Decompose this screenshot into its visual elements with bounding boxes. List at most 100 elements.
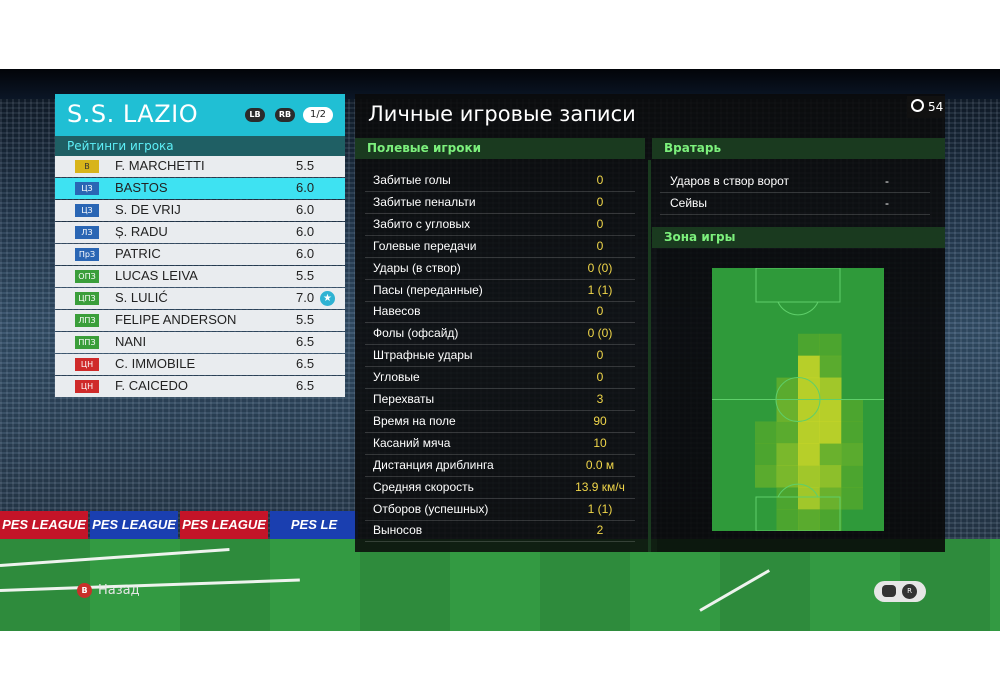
position-badge: ППЗ [75,336,99,349]
match-records-panel: Личные игровые записи 54 Полевые игроки … [355,94,945,552]
stat-label: Ударов в створ ворот [670,174,790,188]
position-badge: ЦЗ [75,204,99,217]
heatmap-cell [841,443,863,466]
lb-button-icon[interactable]: LB [245,108,265,122]
stat-label: Дистанция дриблинга [373,457,494,472]
player-row[interactable]: ПрЗ PATRIC 6.0 [55,244,345,265]
player-row[interactable]: ЛЗ Ș. RADU 6.0 [55,222,345,243]
heatmap-cell [798,333,820,357]
stat-value: 3 [596,392,604,406]
gk-stat-row: Сейвы - [660,193,930,215]
stat-label: Забитые пенальти [373,194,476,209]
player-name: PATRIC [115,246,161,261]
play-zone-header: Зона игры [652,227,945,248]
stat-value: 0 [596,348,604,363]
rb-button-icon[interactable]: RB [275,108,295,122]
ad-board: PES LEAGUE [180,511,268,539]
heatmap-cell [798,377,820,400]
player-rating: 5.5 [296,312,315,327]
heatmap-cell [819,377,842,400]
stat-row: Забитые пенальти 0 [365,192,635,214]
stat-value: 0 [596,173,604,187]
stat-value: 1 (1) [587,282,613,297]
stat-value: 1 (1) [587,501,613,516]
pitch-line [0,578,300,592]
page-indicator: 1/2 [303,107,333,123]
player-row[interactable]: ЦН F. CAICEDO 6.5 [55,376,345,397]
player-name: FELIPE ANDERSON [115,312,237,327]
gk-stat-row: Ударов в створ ворот - [660,171,930,193]
heatmap-cell [776,421,799,444]
ad-boards: PES LEAGUE PES LEAGUE PES LEAGUE PES LE [0,511,360,541]
stat-row: Удары (в створ) 0 (0) [365,258,635,280]
heatmap-cell [841,399,863,422]
heatmap-cell [798,465,820,488]
chat-rs-button[interactable]: R [874,581,926,602]
heatmap-cell [841,421,863,444]
player-rating: 6.0 [296,224,315,239]
stat-value: 10 [593,435,607,450]
stat-label: Штрафные удары [373,348,473,363]
heatmap-cell [755,465,777,488]
stat-label: Средняя скорость [373,479,474,494]
timer: 54 [907,96,945,118]
back-label: Назад [98,583,140,598]
heatmap-cell [841,487,863,510]
heatmap-cell [776,399,799,422]
pitch [0,539,1000,631]
pitch-line [0,547,230,567]
b-button-icon: B [77,583,92,598]
outfield-header: Полевые игроки [355,138,645,159]
player-rating: 7.0 [296,290,315,305]
stat-value: 0.0 м [585,457,615,472]
stat-value: 13.9 км/ч [575,479,625,494]
timer-value: 54 [928,100,944,114]
stat-row: Касаний мяча 10 [365,433,635,455]
penalty-box-bottom [755,496,841,531]
player-row-selected[interactable]: ЦЗ BASTOS 6.0 [55,178,345,199]
heatmap-cell [755,443,777,466]
player-name: Ș. RADU [115,224,168,239]
position-badge: ЦН [75,380,99,393]
ad-board: PES LEAGUE [0,511,88,539]
player-row[interactable]: ОПЗ LUCAS LEIVA 5.5 [55,266,345,287]
heatmap-cell [798,443,820,466]
player-name: C. IMMOBILE [115,356,196,371]
position-badge: ОПЗ [75,270,99,283]
stat-row: Штрафные удары 0 [365,345,635,368]
stat-value: 0 [596,370,604,385]
stat-row: Угловые 0 [365,367,635,390]
back-button[interactable]: B Назад [77,583,140,598]
stat-label: Забито с угловых [373,216,471,231]
heatmap-cell [819,399,842,422]
position-badge: ЦПЗ [75,292,99,305]
stat-label: Касаний мяча [373,435,451,450]
penalty-arc-top [777,301,819,316]
player-name: S. DE VRIJ [115,202,181,217]
stat-label: Перехваты [373,392,435,406]
penalty-arc-bottom [777,483,819,498]
player-rating: 5.5 [296,158,315,173]
player-rating: 6.0 [296,202,315,217]
player-row[interactable]: ЦН C. IMMOBILE 6.5 [55,354,345,375]
player-row[interactable]: ЛПЗ FELIPE ANDERSON 5.5 [55,310,345,331]
heatmap-cell [819,487,842,510]
player-row[interactable]: ППЗ NANI 6.5 [55,332,345,353]
rs-button-icon: R [902,584,917,599]
center-circle [775,377,821,422]
player-rating: 5.5 [296,268,315,283]
player-row[interactable]: В F. MARCHETTI 5.5 [55,156,345,177]
player-name: BASTOS [115,180,168,195]
stat-value: 90 [593,413,607,428]
player-name: F. CAICEDO [115,378,188,393]
goalkeeper-header: Вратарь [652,138,945,159]
heatmap-cell [776,509,799,531]
player-row[interactable]: ЦЗ S. DE VRIJ 6.0 [55,200,345,221]
ratings-header: Рейтинги игрока [55,136,345,156]
player-rating: 6.5 [296,356,315,371]
stat-value: 2 [596,523,604,538]
stat-row: Пасы (переданные) 1 (1) [365,280,635,302]
stat-label: Угловые [373,370,420,385]
player-row[interactable]: ЦПЗ S. LULIĆ 7.0 ★ [55,288,345,309]
stat-label: Забитые голы [373,173,451,187]
